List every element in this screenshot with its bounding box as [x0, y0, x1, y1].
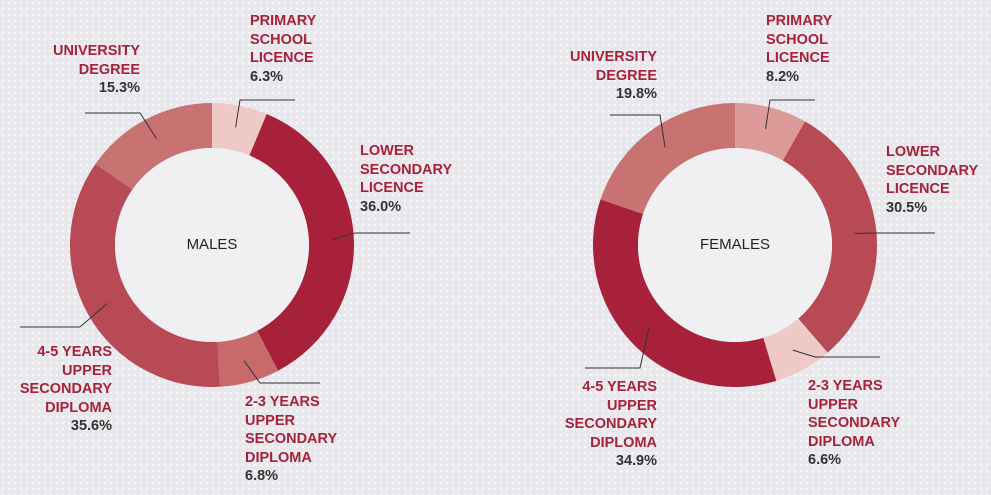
- slice-label: 2-3 YEARS UPPER SECONDARY DIPLOMA 6.8%: [245, 393, 337, 486]
- value-label: 34.9%: [615, 453, 657, 469]
- leader-line: [765, 99, 815, 130]
- category-label: PRIMARY SCHOOL LICENCE: [766, 13, 833, 66]
- slice-label: UNIVERSITY DEGREE 15.3%: [53, 42, 140, 98]
- donut-slice: [212, 103, 267, 156]
- leader-line: [85, 112, 157, 139]
- donut-slice: [249, 113, 354, 371]
- value-label: 15.3%: [98, 80, 140, 96]
- donut-slice: [735, 103, 805, 161]
- category-label: LOWER SECONDARY LICENCE: [360, 143, 453, 196]
- slice-label: LOWER SECONDARY LICENCE 36.0%: [360, 142, 452, 216]
- slice-label: LOWER SECONDARY LICENCE 30.5%: [886, 143, 978, 217]
- value-label: 35.6%: [70, 418, 112, 434]
- donut-hole: [115, 148, 309, 342]
- donut-slice: [592, 199, 777, 387]
- center-label: FEMALES: [700, 236, 770, 253]
- slice-label: 4-5 YEARS UPPER SECONDARY DIPLOMA 34.9%: [565, 378, 657, 471]
- donut-slice: [95, 103, 212, 190]
- leader-line: [585, 328, 650, 369]
- value-label: 8.2%: [766, 68, 800, 85]
- value-label: 6.6%: [808, 452, 842, 468]
- value-label: 30.5%: [886, 199, 928, 216]
- category-label: 4-5 YEARS UPPER SECONDARY DIPLOMA: [19, 344, 112, 416]
- donut-slice: [70, 163, 221, 387]
- donut-slice: [217, 330, 279, 387]
- center-label: MALES: [187, 236, 238, 253]
- donut-hole: [638, 148, 832, 342]
- slice-label: PRIMARY SCHOOL LICENCE 6.3%: [250, 12, 316, 86]
- category-label: UNIVERSITY DEGREE: [52, 43, 140, 78]
- value-label: 36.0%: [360, 198, 402, 215]
- leader-line: [792, 349, 880, 358]
- value-label: 6.8%: [245, 468, 279, 484]
- slice-label: PRIMARY SCHOOL LICENCE 8.2%: [766, 12, 832, 86]
- leader-line: [20, 303, 108, 328]
- category-label: LOWER SECONDARY LICENCE: [886, 144, 979, 197]
- category-label: 2-3 YEARS UPPER SECONDARY DIPLOMA: [808, 378, 901, 450]
- slice-label: UNIVERSITY DEGREE 19.8%: [570, 48, 657, 104]
- category-label: 2-3 YEARS UPPER SECONDARY DIPLOMA: [245, 394, 338, 466]
- donut-slice: [763, 318, 828, 381]
- value-label: 6.3%: [250, 68, 284, 85]
- leader-line: [235, 99, 295, 128]
- donut-slice: [782, 121, 877, 353]
- donut-slice: [600, 103, 735, 214]
- category-label: PRIMARY SCHOOL LICENCE: [250, 13, 317, 66]
- slice-label: 4-5 YEARS UPPER SECONDARY DIPLOMA 35.6%: [20, 343, 112, 436]
- category-label: UNIVERSITY DEGREE: [569, 49, 657, 84]
- value-label: 19.8%: [615, 86, 657, 102]
- slice-label: 2-3 YEARS UPPER SECONDARY DIPLOMA 6.6%: [808, 377, 900, 470]
- leader-line: [610, 114, 666, 148]
- leader-line: [243, 360, 320, 384]
- category-label: 4-5 YEARS UPPER SECONDARY DIPLOMA: [564, 379, 657, 451]
- leader-line: [331, 232, 410, 241]
